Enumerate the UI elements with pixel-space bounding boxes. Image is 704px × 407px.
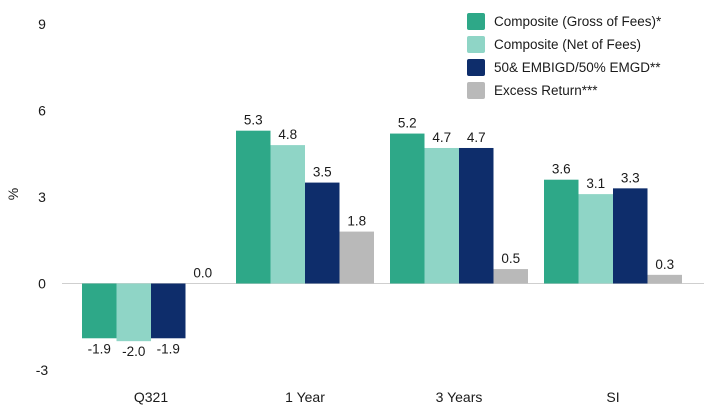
data-label: -1.9 [157,341,180,356]
data-label: 0.0 [193,266,212,281]
x-tick-label: 1 Year [285,389,325,405]
bar-2-q321 [116,283,151,342]
legend-label: Composite (Net of Fees) [494,37,641,52]
y-tick-label: 0 [38,276,46,292]
legend-swatch [467,82,485,99]
data-label: -1.9 [88,341,111,356]
data-label: 1.8 [347,214,366,229]
legend-label: 50& EMBIGD/50% EMGD** [494,60,661,75]
y-tick-label: -3 [36,362,49,378]
data-label: 3.6 [552,162,571,177]
data-label: 4.8 [278,127,297,142]
x-tick-label: SI [606,389,619,405]
data-labels-group: -1.9 -2.0 -1.9 0.0 5.3 4.8 3.5 1.8 5.2 4.7 4.7 0.5 3… [88,113,675,359]
x-axis-ticks: Q321 1 Year 3 Years SI [134,389,620,405]
bar-3-q321 [151,283,186,339]
data-label: 0.5 [501,251,520,266]
legend-label: Excess Return*** [494,83,598,98]
data-label: 3.3 [621,170,640,185]
y-tick-label: 3 [38,189,46,205]
data-label: -2.0 [122,344,145,359]
bar-2-1-year [270,145,305,284]
bar-4-3-years [493,269,528,284]
data-label: 3.5 [313,165,332,180]
y-tick-label: 6 [38,103,46,119]
bar-1-si [544,179,579,284]
legend: Composite (Gross of Fees)* Composite (Net… [467,13,662,99]
x-tick-label: 3 Years [436,389,483,405]
bar-2-si [578,194,613,284]
data-label: 5.2 [398,116,417,131]
bar-4-si [647,274,682,284]
bar-1-1-year [236,130,271,284]
bar-3-3-years [459,147,494,284]
data-label: 0.3 [655,257,674,272]
legend-swatch [467,59,485,76]
legend-label: Composite (Gross of Fees)* [494,14,662,29]
legend-swatch [467,36,485,53]
y-axis-ticks: 9 6 3 0 -3 [36,16,49,378]
bar-1-q321 [82,283,117,339]
bar-1-3-years [390,133,425,284]
bars-group [82,130,682,342]
bar-2-3-years [424,147,459,284]
bar-3-1-year [305,182,340,284]
data-label: 4.7 [467,130,486,145]
bar-3-si [613,188,648,284]
data-label: 3.1 [586,176,605,191]
legend-swatch [467,13,485,30]
y-axis-label: % [5,188,21,200]
bar-4-1-year [339,231,374,284]
data-label: 4.7 [432,130,451,145]
y-tick-label: 9 [38,16,46,32]
x-tick-label: Q321 [134,389,168,405]
data-label: 5.3 [244,113,263,128]
